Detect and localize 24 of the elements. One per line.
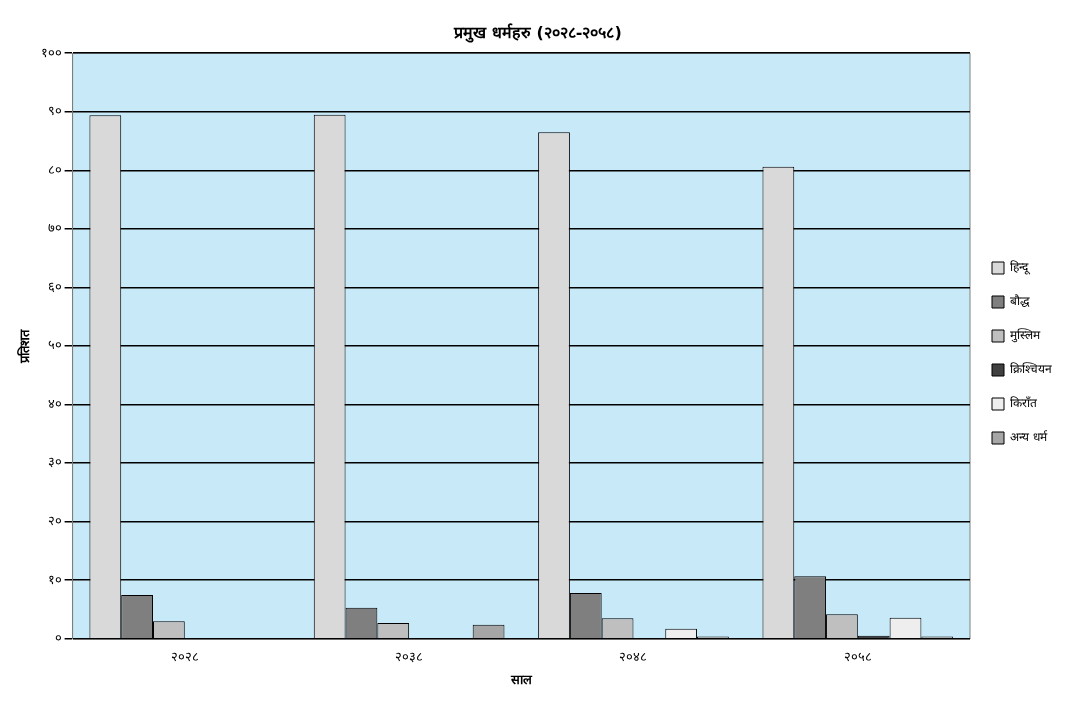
legend-label: क्रिश्चियन xyxy=(1010,362,1052,377)
y-tick-label: २० xyxy=(47,513,62,529)
y-tick-label: ७० xyxy=(47,220,62,236)
legend-label: अन्य धर्म xyxy=(1010,430,1048,445)
legend-label: हिन्दू xyxy=(1010,260,1031,276)
x-axis-title: साल xyxy=(509,671,533,687)
legend-label: किराँत xyxy=(1010,396,1038,411)
x-tick-label: २०५८ xyxy=(843,648,872,664)
y-tick-label: ५० xyxy=(47,337,62,353)
x-tick-label: २०४८ xyxy=(619,648,648,664)
y-tick-label: ८० xyxy=(47,161,62,177)
y-tick-label: ६० xyxy=(47,278,62,294)
x-tick-label: २०२८ xyxy=(170,648,199,664)
y-tick-label: ४० xyxy=(47,395,62,411)
y-tick-label: ९० xyxy=(47,103,62,119)
y-tick-label: १० xyxy=(47,571,62,587)
y-tick-label: ३० xyxy=(47,454,62,470)
chart-title: प्रमुख धर्महरु (२०२८-२०५८) xyxy=(453,22,622,43)
legend-label: बौद्ध xyxy=(1010,294,1030,309)
y-tick-label: १०० xyxy=(40,44,62,60)
y-tick-label: ० xyxy=(54,630,62,646)
x-tick-label: २०३८ xyxy=(395,648,424,664)
y-axis-title: प्रतिशत xyxy=(17,328,33,364)
legend-label: मुस्लिम xyxy=(1010,328,1041,344)
